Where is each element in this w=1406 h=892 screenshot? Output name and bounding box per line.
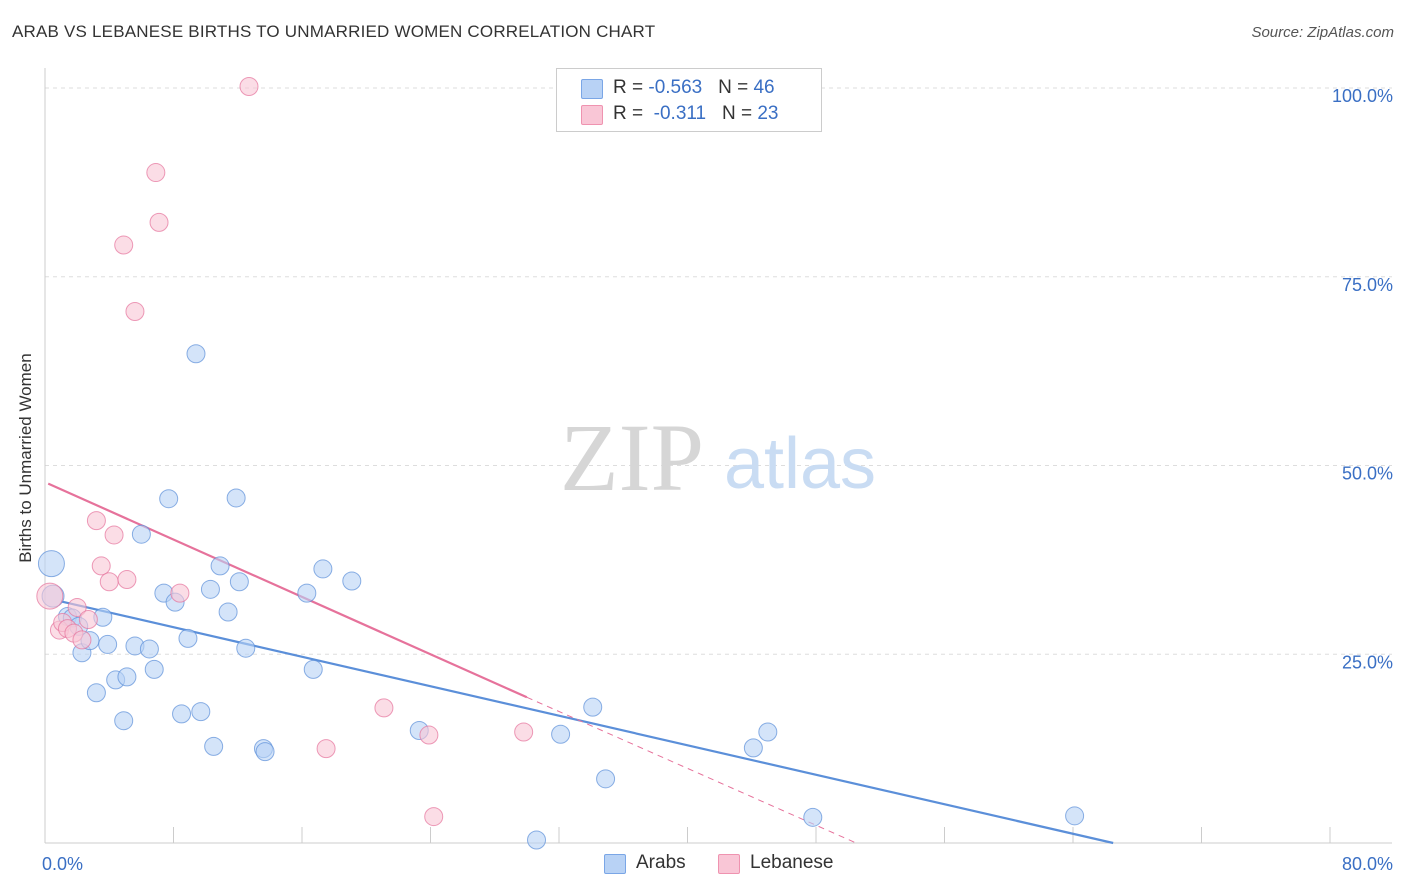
- point-arabs: [144, 659, 164, 679]
- point-lebanese: [72, 630, 92, 650]
- point-lebanese: [99, 572, 119, 592]
- chart-title: ARAB VS LEBANESE BIRTHS TO UNMARRIED WOM…: [12, 22, 656, 41]
- point-arabs: [236, 638, 256, 658]
- legend-r-label: R =: [613, 77, 649, 98]
- point-arabs: [218, 602, 238, 622]
- point-arabs: [172, 704, 192, 724]
- point-arabs: [527, 830, 547, 850]
- point-lebanese: [78, 610, 98, 630]
- watermark-atlas: atlas: [724, 424, 876, 504]
- point-arabs: [596, 769, 616, 789]
- point-arabs: [200, 579, 220, 599]
- trend-line-arabs: [60, 600, 1114, 845]
- legend-n-label: N =: [718, 77, 754, 98]
- point-lebanese: [104, 525, 124, 545]
- x-tick-label: 80.0%: [1342, 854, 1393, 874]
- point-lebanese: [86, 511, 106, 531]
- point-arabs: [303, 659, 323, 679]
- point-arabs: [229, 572, 249, 592]
- point-lebanese: [146, 163, 166, 183]
- point-arabs: [86, 683, 106, 703]
- watermark-zip: ZIP: [560, 404, 704, 511]
- point-arabs: [297, 583, 317, 603]
- point-arabs: [583, 697, 603, 717]
- y-tick-label: 50.0%: [1342, 464, 1393, 484]
- point-arabs: [131, 524, 151, 544]
- point-arabs: [159, 489, 179, 509]
- point-arabs: [186, 344, 206, 364]
- point-arabs: [178, 628, 198, 648]
- point-arabs: [551, 724, 571, 744]
- legend-n-label: N =: [721, 103, 758, 124]
- point-arabs: [1065, 806, 1085, 826]
- point-lebanese: [514, 722, 534, 742]
- point-lebanese: [316, 739, 336, 759]
- points-layer: [36, 76, 1085, 850]
- point-lebanese: [117, 570, 137, 590]
- point-arabs: [37, 550, 65, 578]
- y-axis-label: Births to Unmarried Women: [16, 353, 35, 563]
- legend-r-value: -0.563: [648, 77, 703, 98]
- legend-r-label: R =: [613, 103, 649, 124]
- legend-swatch-lebanese: [581, 105, 603, 125]
- correlation-legend: R = -0.563 N = 46 R = -0.311 N = 23: [556, 68, 822, 132]
- tick-labels: 25.0% 50.0% 75.0% 100.0% 0.0% 80.0%: [42, 86, 1393, 874]
- y-tick-label: 75.0%: [1342, 275, 1393, 295]
- point-arabs: [191, 702, 211, 722]
- series-label-arabs: Arabs: [636, 852, 686, 873]
- legend-swatch-arabs: [581, 79, 603, 99]
- trend-dashed-lebanese: [526, 696, 857, 844]
- x-tick-label: 0.0%: [42, 854, 83, 874]
- legend-r-value: -0.311: [653, 103, 707, 124]
- point-arabs: [117, 667, 137, 687]
- point-lebanese: [36, 582, 64, 610]
- point-lebanese: [239, 76, 259, 96]
- gridlines: [45, 87, 1392, 655]
- legend-n-value: 46: [753, 77, 775, 98]
- point-lebanese: [114, 235, 134, 255]
- point-lebanese: [424, 807, 444, 827]
- point-lebanese: [91, 556, 111, 576]
- point-arabs: [803, 807, 823, 827]
- point-arabs: [342, 571, 362, 591]
- point-lebanese: [67, 597, 87, 617]
- series-swatch-arabs: [604, 854, 626, 874]
- y-tick-label: 100.0%: [1332, 86, 1393, 106]
- source-label: Source: ZipAtlas.com: [1251, 24, 1394, 41]
- point-arabs: [313, 559, 333, 579]
- point-arabs: [139, 639, 159, 659]
- trend-line-lebanese: [47, 482, 528, 699]
- watermark: ZIP atlas: [560, 404, 876, 511]
- point-arabs: [743, 738, 763, 758]
- legend-n-value: 23: [757, 103, 779, 124]
- point-arabs: [255, 742, 275, 762]
- point-arabs: [758, 722, 778, 742]
- point-arabs: [114, 711, 134, 731]
- point-lebanese: [170, 583, 190, 603]
- series-label-lebanese: Lebanese: [750, 852, 834, 873]
- series-swatch-lebanese: [718, 854, 740, 874]
- point-lebanese: [149, 212, 169, 232]
- point-lebanese: [374, 698, 394, 718]
- point-arabs: [226, 488, 246, 508]
- point-arabs: [204, 736, 224, 756]
- point-lebanese: [419, 725, 439, 745]
- point-lebanese: [125, 301, 145, 321]
- y-tick-label: 25.0%: [1342, 652, 1393, 672]
- axes: [44, 68, 1392, 844]
- trend-lines: [47, 482, 1114, 845]
- point-arabs: [210, 556, 230, 576]
- point-arabs: [98, 634, 118, 654]
